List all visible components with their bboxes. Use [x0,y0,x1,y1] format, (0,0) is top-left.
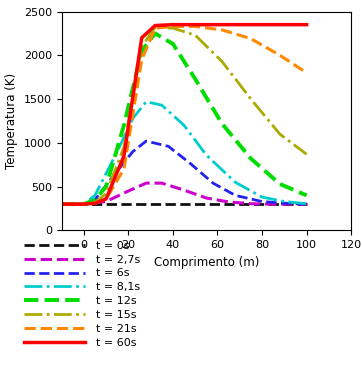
Y-axis label: Temperatura (K): Temperatura (K) [5,73,18,169]
Legend: t = 0s, t = 2,7s, t = 6s, t = 8,1s, t = 12s, t = 15s, t = 21s, t = 60s: t = 0s, t = 2,7s, t = 6s, t = 8,1s, t = … [24,241,140,348]
X-axis label: Comprimento (m): Comprimento (m) [153,256,259,269]
